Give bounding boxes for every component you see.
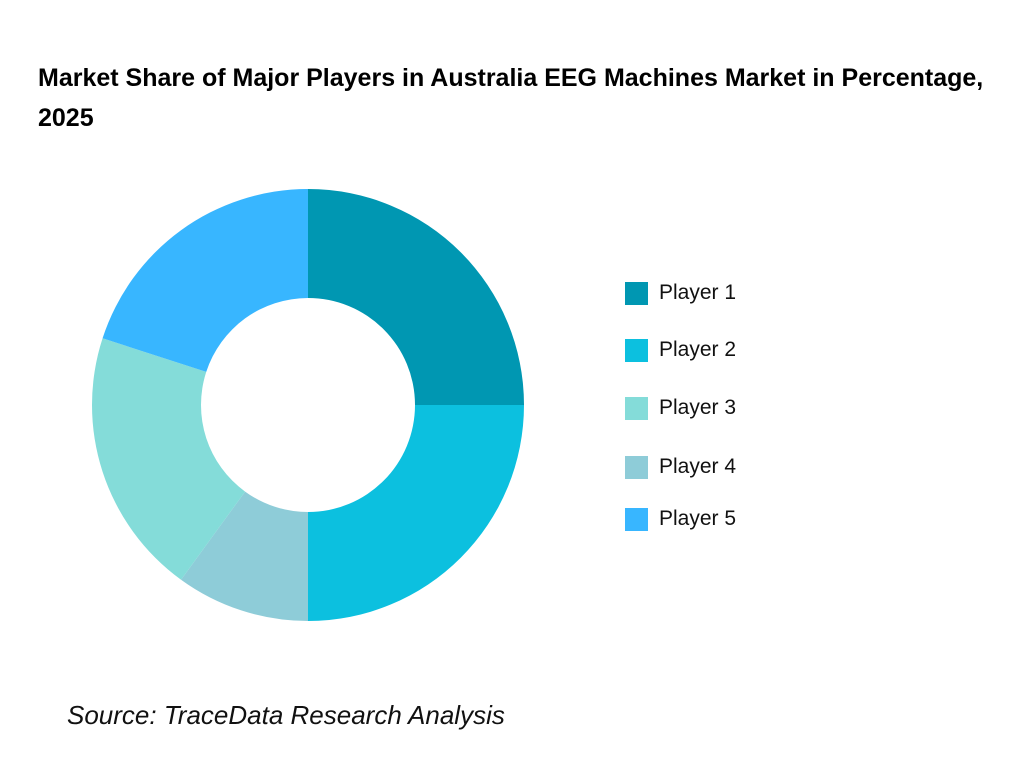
legend-label: Player 5	[659, 507, 737, 530]
chart-title: Market Share of Major Players in Austral…	[38, 64, 984, 132]
legend-label: Player 4	[659, 455, 737, 478]
legend-swatch	[625, 455, 648, 479]
slice-player-2	[308, 405, 524, 621]
legend-label: Player 3	[659, 396, 737, 419]
legend-swatch	[625, 507, 648, 531]
legend-swatch	[625, 281, 648, 305]
legend-swatch	[625, 338, 648, 362]
legend-item: Player 3	[625, 396, 736, 420]
slice-player-5	[102, 189, 308, 372]
slice-player-1	[308, 189, 524, 405]
legend-swatch	[625, 396, 648, 420]
legend-label: Player 2	[659, 338, 737, 361]
source-note: Source: TraceData Research Analysis	[67, 700, 505, 730]
legend-label: Player 1	[659, 281, 737, 304]
legend-item: Player 4	[625, 455, 736, 479]
legend-item: Player 1	[625, 281, 736, 305]
legend-item: Player 5	[625, 507, 736, 531]
slice-player-4	[181, 491, 308, 621]
legend-item: Player 2	[625, 338, 736, 362]
slice-player-3	[91, 338, 246, 580]
